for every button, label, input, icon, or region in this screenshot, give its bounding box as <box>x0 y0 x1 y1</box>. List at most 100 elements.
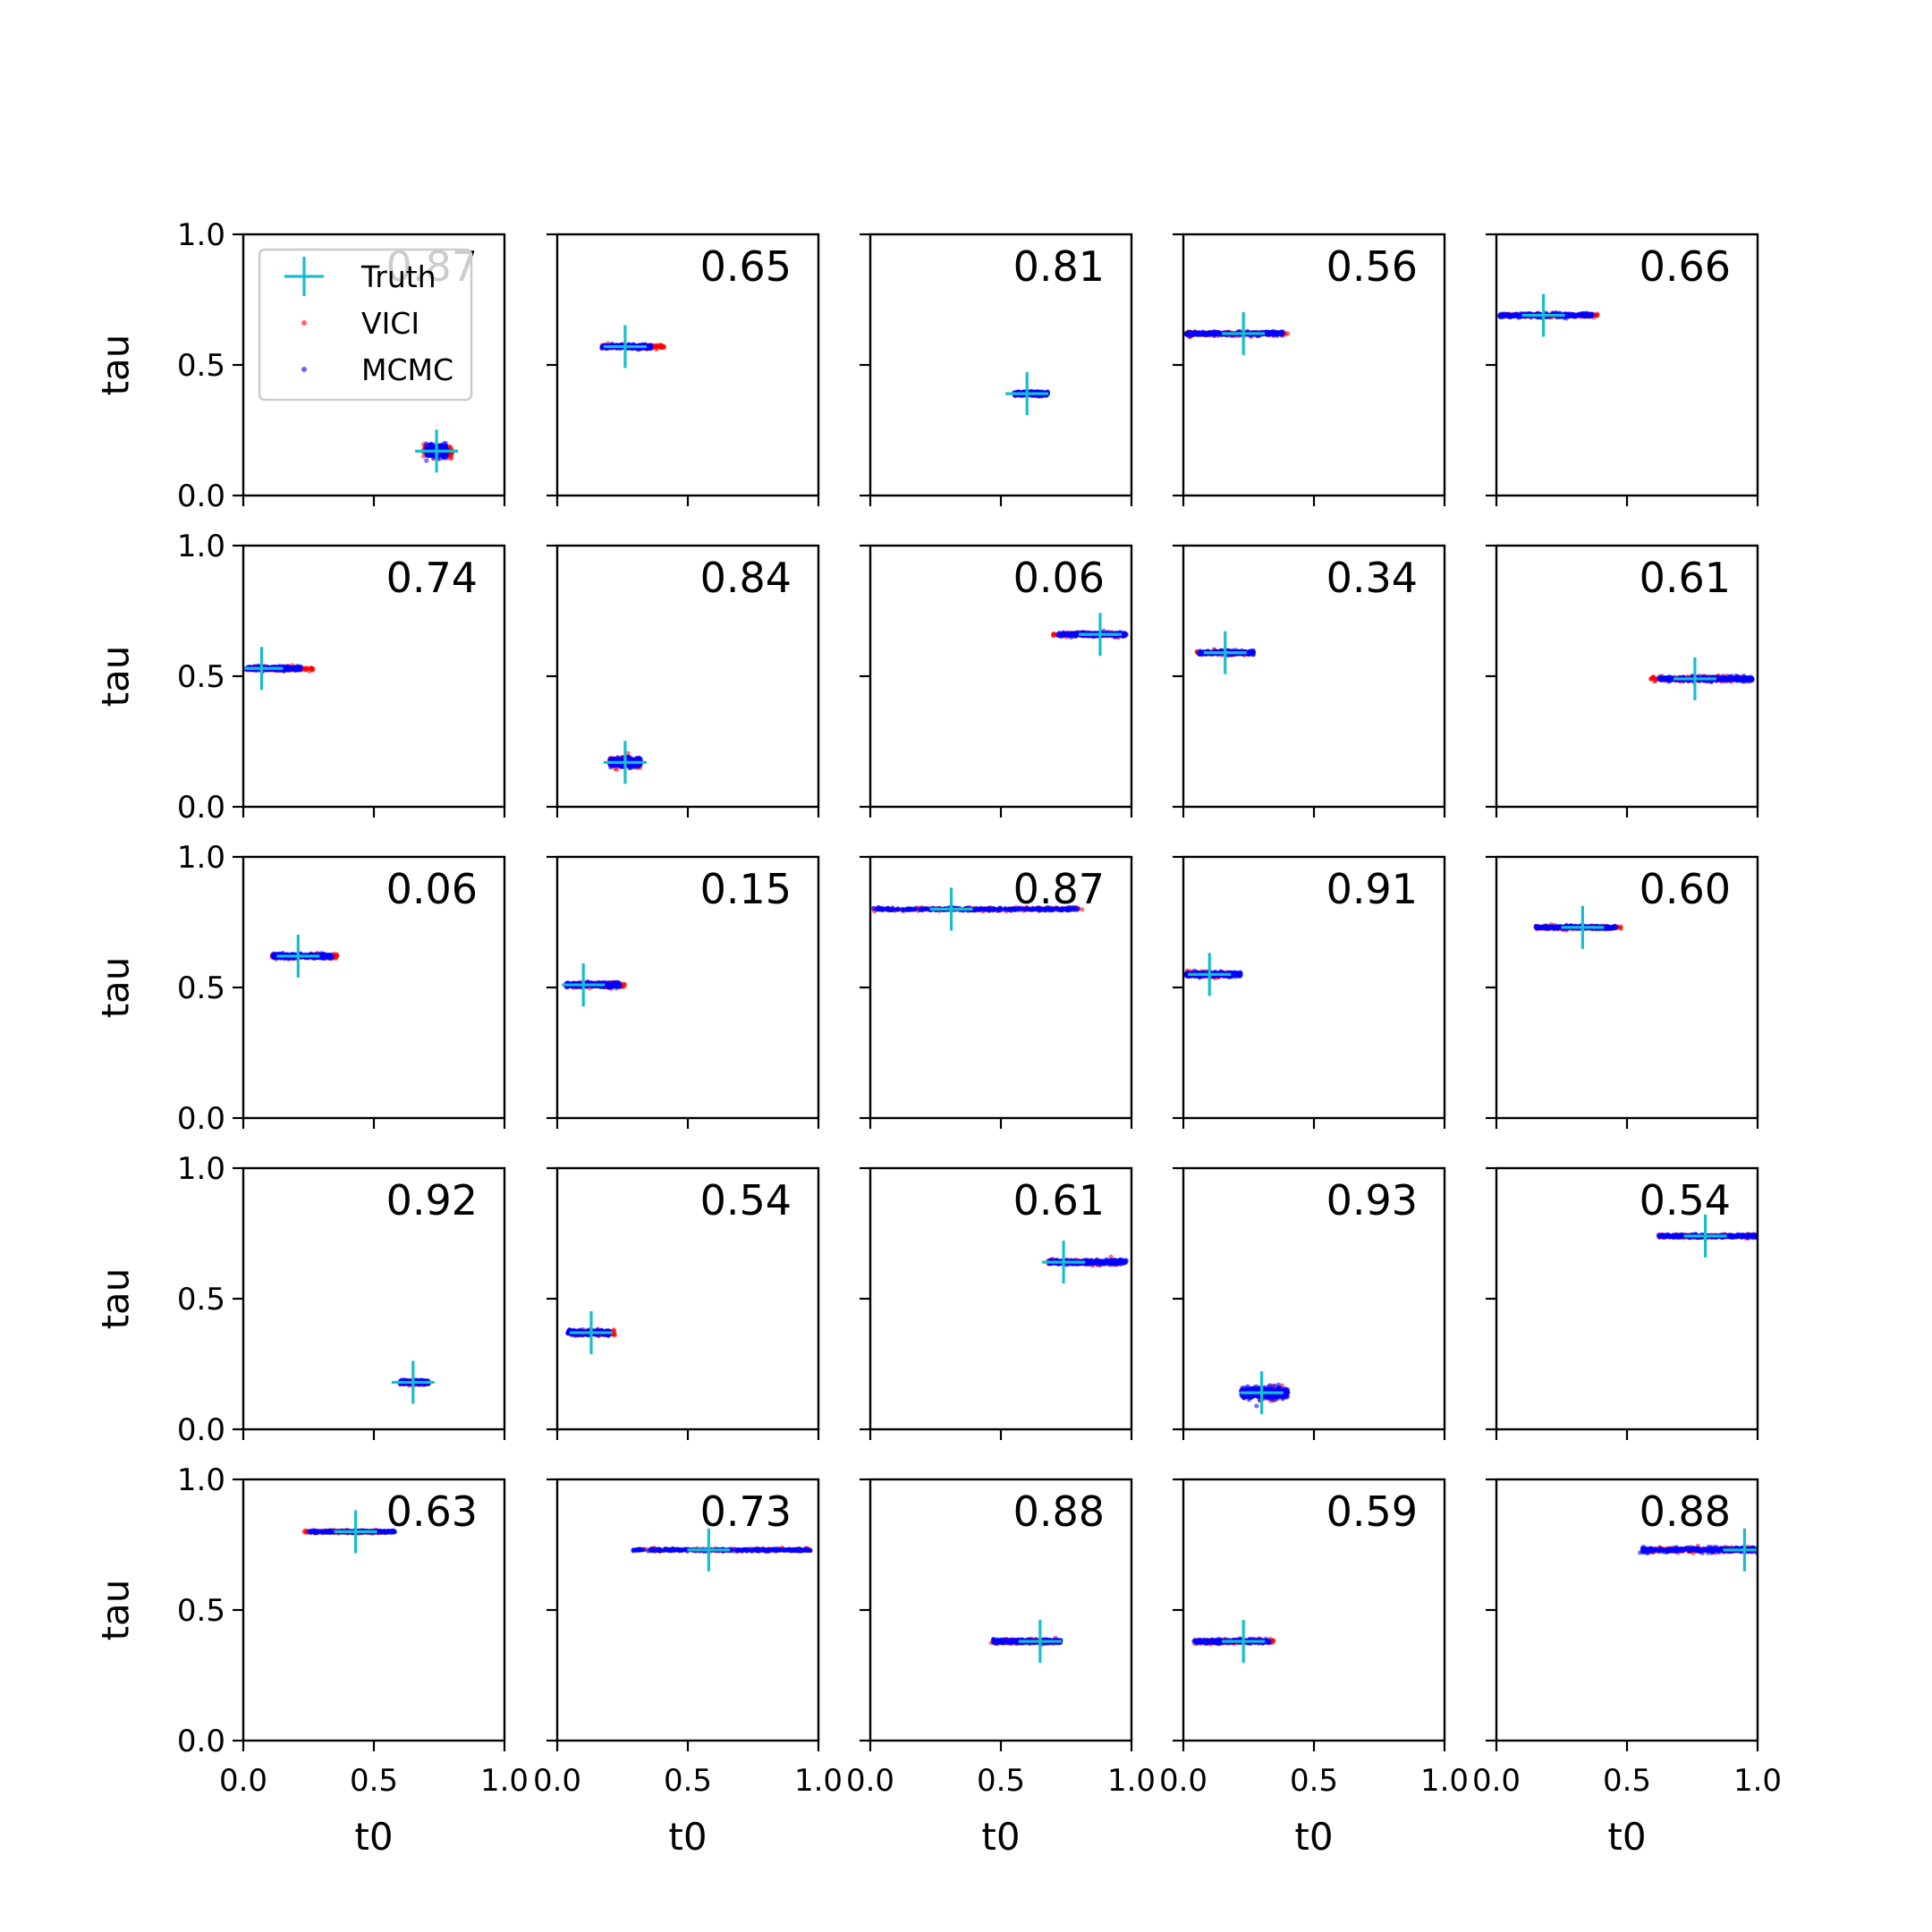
mcmc-point <box>1122 631 1127 637</box>
vici-point <box>625 750 631 757</box>
panel-scatter <box>1194 631 1257 674</box>
mcmc-point <box>1192 330 1198 335</box>
truth-marker <box>603 325 647 369</box>
mcmc-point <box>428 442 434 447</box>
mcmc-point <box>614 756 621 761</box>
mcmc-point <box>1739 678 1744 683</box>
vici-point <box>657 343 663 349</box>
mcmc-point <box>1184 332 1190 337</box>
mcmc-point <box>1583 311 1589 317</box>
panel-scatter <box>243 647 316 691</box>
mcmc-point <box>1501 314 1506 319</box>
panel-value: 0.61 <box>1640 554 1731 602</box>
panel-scatter <box>1648 657 1755 700</box>
vici-point <box>309 666 315 672</box>
panel-9: 0.34 <box>1173 544 1446 818</box>
mcmc-point <box>611 756 617 761</box>
panel-6: 0.0 0.5 1.0 tau 0.74 <box>94 529 506 826</box>
panel-value: 0.65 <box>700 242 792 291</box>
mcmc-point <box>1513 312 1519 318</box>
y-tick-label: 1.0 <box>177 529 225 564</box>
mcmc-point <box>647 344 652 351</box>
truth-marker <box>415 429 459 473</box>
mcmc-point <box>1198 649 1203 655</box>
vici-point <box>303 666 309 673</box>
panel-scatter <box>599 325 667 369</box>
y-tick-label: 0.5 <box>177 659 225 695</box>
truth-marker <box>243 647 284 691</box>
mcmc-point <box>1216 330 1222 336</box>
mcmc-point <box>1658 677 1665 682</box>
mcmc-point <box>1590 313 1596 318</box>
truth-marker <box>603 741 647 784</box>
mcmc-point <box>284 665 289 670</box>
panel-2: 0.65 <box>547 233 820 506</box>
panel-value: 0.56 <box>1326 242 1418 291</box>
vici-point <box>1595 311 1600 317</box>
mcmc-point <box>634 764 640 769</box>
mcmc-point <box>424 458 429 463</box>
mcmc-point <box>1505 312 1511 318</box>
mcmc-point <box>1278 332 1284 337</box>
mcmc-point <box>1209 330 1215 335</box>
panel-scatter <box>269 934 340 978</box>
vici-point <box>1652 679 1657 684</box>
panel-value: 0.06 <box>1013 554 1105 602</box>
y-tick-label: 0.5 <box>177 348 225 384</box>
y-axis-label: tau <box>94 335 138 396</box>
truth-marker <box>1005 372 1049 416</box>
mcmc-point <box>444 455 449 461</box>
mcmc-point <box>1730 675 1735 682</box>
mcmc-point <box>290 666 295 672</box>
mcmc-point <box>1577 313 1582 318</box>
y-tick-label: 0.0 <box>177 479 225 514</box>
panel-scatter <box>415 429 459 473</box>
mcmc-point <box>1572 313 1578 318</box>
panel-scatter <box>1050 613 1129 657</box>
y-axis-label: tau <box>94 646 138 708</box>
mcmc-point <box>1665 675 1671 682</box>
truth-marker <box>1673 657 1716 700</box>
truth-marker <box>1203 631 1247 674</box>
y-tick-label: 1.0 <box>177 217 225 253</box>
mcmc-point <box>1066 633 1072 639</box>
panel-3: 0.81 <box>860 233 1133 506</box>
panel-value: 0.34 <box>1326 554 1418 602</box>
mcmc-point <box>1198 331 1203 336</box>
panel-5: 0.66 <box>1486 233 1759 506</box>
mcmc-point <box>1070 631 1075 636</box>
panel-value: 0.66 <box>1640 242 1731 291</box>
truth-marker <box>1521 293 1565 337</box>
mcmc-point <box>599 344 605 351</box>
panel-scatter <box>1496 293 1600 337</box>
mcmc-point <box>1072 633 1078 639</box>
mcmc-point <box>1743 676 1749 682</box>
panel-value: 0.81 <box>1013 242 1105 291</box>
mcmc-point <box>1202 331 1208 337</box>
mcmc-point <box>1750 677 1755 682</box>
y-tick-label: 0.0 <box>177 790 225 826</box>
vici-point <box>446 455 452 461</box>
panel-8: 0.06 <box>860 544 1133 818</box>
mcmc-point <box>1056 631 1062 636</box>
panel-scatter <box>1183 311 1291 355</box>
mcmc-point <box>1246 651 1251 657</box>
vici-point <box>334 952 339 957</box>
truth-marker <box>1078 613 1122 657</box>
panel-scatter <box>1005 372 1050 416</box>
panel-value: 0.74 <box>386 554 478 602</box>
mcmc-point <box>1725 677 1731 683</box>
truth-marker <box>1222 311 1266 355</box>
mcmc-point <box>1564 313 1570 318</box>
mcmc-point <box>1736 676 1741 682</box>
mcmc-point <box>1267 331 1273 336</box>
panel-4: 0.56 <box>1173 233 1446 506</box>
mcmc-point <box>1722 674 1727 680</box>
vici-point <box>1648 675 1654 681</box>
panel-7: 0.84 <box>547 544 820 818</box>
panel-scatter <box>603 741 647 784</box>
